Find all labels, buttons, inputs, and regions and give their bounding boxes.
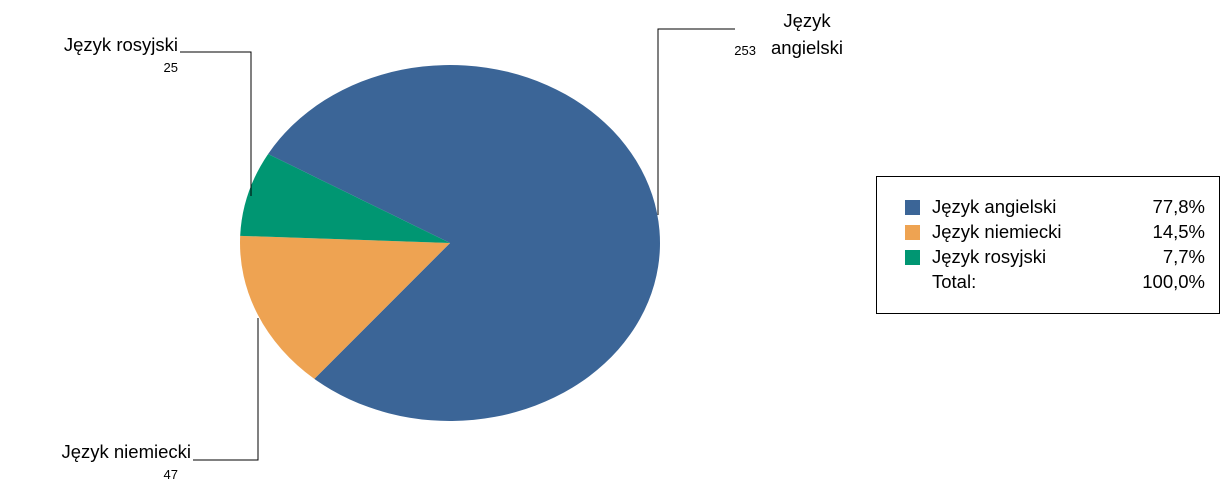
leader-line-rosyjski [180, 51, 252, 196]
legend-label-niemiecki: Język niemiecki [932, 221, 1062, 242]
chart-legend: Język angielski 77,8% Język niemiecki 14… [876, 176, 1220, 314]
leader-lines [180, 28, 735, 461]
callout-labels: Język angielski 253 Język rosyjski 25 Ję… [61, 10, 843, 481]
legend-total-value: 100,0% [1142, 271, 1205, 292]
callout-angielski-value: 253 [734, 43, 756, 58]
leader-line-niemiecki [193, 318, 259, 461]
legend-swatch-rosyjski [905, 250, 920, 265]
pie-slice-niemiecki [239, 235, 450, 379]
legend-label-rosyjski: Język rosyjski [932, 246, 1047, 267]
legend-swatch-angielski [905, 200, 920, 215]
legend-swatch-niemiecki [905, 225, 920, 240]
callout-niemiecki-label: Język niemiecki [61, 441, 191, 462]
leader-line-angielski [657, 28, 735, 215]
legend-item-rosyjski: Język rosyjski 7,7% [877, 245, 1219, 269]
callout-rosyjski-label: Język rosyjski [64, 34, 178, 55]
callout-angielski-line1: Język [783, 10, 831, 31]
legend-percent-niemiecki: 14,5% [1152, 221, 1205, 242]
legend-item-niemiecki: Język niemiecki 14,5% [877, 220, 1219, 244]
legend-item-angielski: Język angielski 77,8% [877, 195, 1219, 219]
callout-angielski-line2: angielski [771, 37, 843, 58]
callout-rosyjski-value: 25 [164, 60, 178, 75]
legend-label-angielski: Język angielski [932, 196, 1057, 217]
legend-total-row: Total: 100,0% [877, 270, 1219, 294]
legend-percent-rosyjski: 7,7% [1162, 246, 1205, 267]
pie-slices [239, 64, 660, 421]
callout-niemiecki-value: 47 [164, 467, 178, 481]
pie-slice-rosyjski [240, 154, 450, 243]
legend-percent-angielski: 77,8% [1152, 196, 1205, 217]
pie-slice-angielski [268, 64, 660, 421]
legend-total-label: Total: [932, 271, 977, 292]
